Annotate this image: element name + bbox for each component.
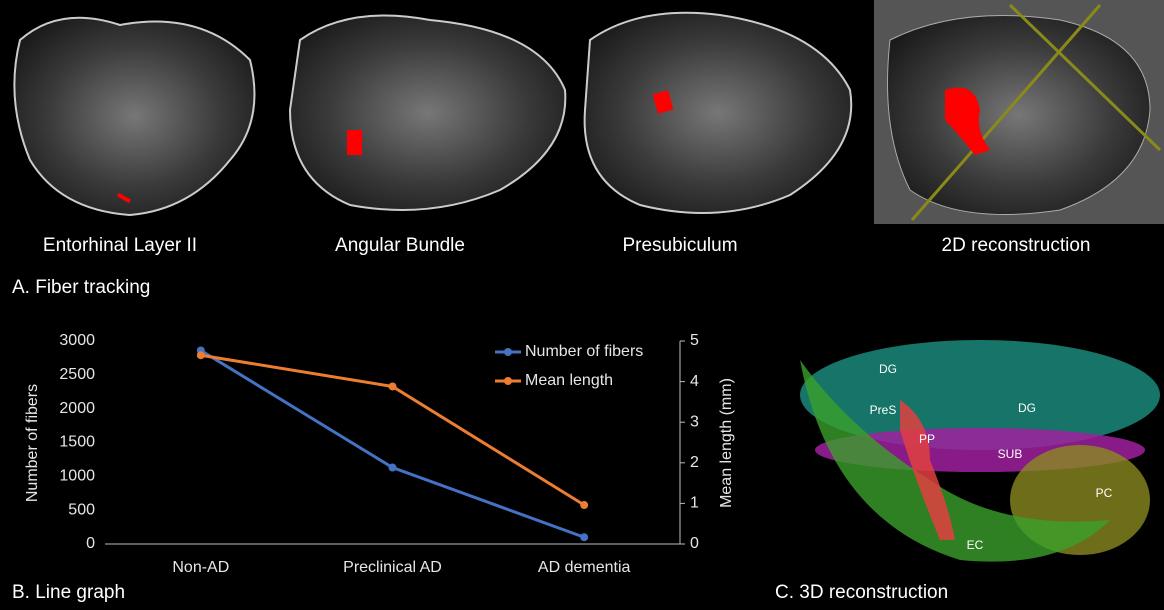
point	[580, 533, 588, 541]
y2-axis-title: Mean length (mm)	[718, 378, 735, 508]
point	[389, 464, 397, 472]
caption: Angular Bundle	[335, 235, 465, 256]
x-tick-label: AD dementia	[538, 559, 631, 576]
caption: Presubiculum	[622, 235, 737, 256]
y-tick-label: 3000	[59, 332, 95, 349]
point	[197, 351, 205, 359]
region-label: PP	[919, 432, 935, 446]
y2-tick-label: 2	[690, 454, 699, 471]
page: Entorhinal Layer II Angular Bundle Presu…	[0, 0, 1164, 610]
point	[389, 382, 397, 390]
caption: Entorhinal Layer II	[43, 235, 197, 256]
panel-label: B. Line graph	[12, 582, 125, 603]
y-tick-label: 1500	[59, 434, 95, 451]
legend-swatch	[504, 377, 512, 385]
y-tick-label: 2000	[59, 400, 95, 417]
region-label: DG	[1018, 401, 1036, 415]
x-tick-label: Non-AD	[172, 559, 229, 576]
panel-label: A. Fiber tracking	[12, 277, 150, 298]
legend-label: Mean length	[525, 372, 613, 389]
point	[580, 501, 588, 509]
region-label: PC	[1096, 486, 1113, 500]
figure: Entorhinal Layer II Angular Bundle Presu…	[0, 0, 1164, 610]
y-tick-label: 1000	[59, 468, 95, 485]
panel-label: C. 3D reconstruction	[775, 582, 948, 603]
y2-tick-label: 3	[690, 413, 699, 430]
y2-tick-label: 5	[690, 332, 699, 349]
y-tick-label: 0	[86, 535, 95, 552]
legend-label: Number of fibers	[525, 343, 643, 360]
legend-swatch	[504, 348, 512, 356]
y-tick-label: 2500	[59, 366, 95, 383]
y2-tick-label: 1	[690, 495, 699, 512]
y-axis-title: Number of fibers	[24, 384, 41, 502]
3d-reconstruction	[800, 340, 1160, 562]
region-label: EC	[967, 538, 984, 552]
mri-images	[14, 0, 1164, 224]
region-label: SUB	[998, 447, 1023, 461]
region-label: DG	[879, 362, 897, 376]
y-tick-label: 500	[68, 501, 95, 518]
caption: 2D reconstruction	[942, 235, 1091, 256]
region-label: PreS	[870, 403, 897, 417]
y2-tick-label: 4	[690, 373, 699, 390]
y2-tick-label: 0	[690, 535, 699, 552]
x-tick-label: Preclinical AD	[343, 559, 442, 576]
